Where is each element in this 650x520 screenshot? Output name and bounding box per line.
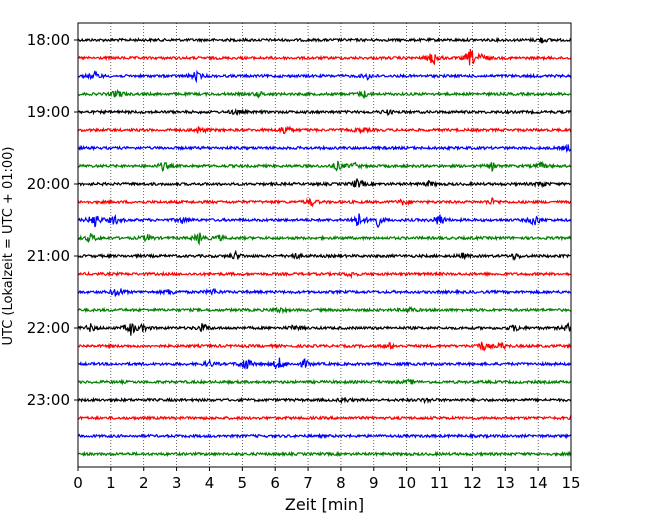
y-tick-label: 18:00 xyxy=(27,31,70,49)
y-tick-label: 23:00 xyxy=(27,391,70,409)
y-tick-label: 20:00 xyxy=(27,175,70,193)
trace-2345 xyxy=(77,450,572,458)
trace-1830 xyxy=(77,69,572,84)
x-tick-label: 7 xyxy=(303,474,313,492)
trace-2200 xyxy=(77,321,572,336)
trace-1930 xyxy=(77,143,572,153)
trace-2130 xyxy=(77,288,572,297)
x-tick-label: 14 xyxy=(529,474,548,492)
x-tick-label: 11 xyxy=(430,474,449,492)
x-tick-label: 3 xyxy=(172,474,182,492)
trace-1915 xyxy=(77,125,572,135)
x-tick-label: 13 xyxy=(496,474,515,492)
trace-1900 xyxy=(77,107,572,116)
y-axis-label: UTC (Lokalzeit = UTC + 01:00) xyxy=(1,147,16,346)
x-tick-label: 1 xyxy=(106,474,116,492)
x-tick-label: 6 xyxy=(270,474,280,492)
x-tick-label: 15 xyxy=(561,474,580,492)
trace-2230 xyxy=(77,357,572,370)
trace-1845 xyxy=(77,88,572,100)
trace-2045 xyxy=(77,232,572,246)
trace-1800 xyxy=(77,36,572,44)
x-axis: 0 1 2 3 4 5 6 7 8 9 10 11 12 13 14 15 xyxy=(73,467,581,492)
trace-2115 xyxy=(77,270,572,280)
x-tick-label: 12 xyxy=(463,474,482,492)
trace-group xyxy=(77,36,572,458)
y-tick-label: 22:00 xyxy=(27,319,70,337)
x-tick-label: 4 xyxy=(205,474,215,492)
trace-1945 xyxy=(77,160,572,173)
plot-frame xyxy=(77,22,572,468)
trace-2245 xyxy=(77,378,572,386)
x-tick-label: 0 xyxy=(73,474,83,492)
y-tick-label: 19:00 xyxy=(27,103,70,121)
y-tick-label: 21:00 xyxy=(27,247,70,265)
trace-2330 xyxy=(77,432,572,440)
trace-2215 xyxy=(77,341,572,352)
x-tick-label: 10 xyxy=(397,474,416,492)
trace-2015 xyxy=(77,197,572,208)
trace-2030 xyxy=(77,213,572,229)
trace-2315 xyxy=(77,414,572,422)
trace-2000 xyxy=(77,178,572,189)
x-tick-label: 2 xyxy=(139,474,149,492)
trace-1815 xyxy=(77,48,572,66)
y-axis: 18:00 19:00 20:00 21:00 22:00 23:00 xyxy=(27,31,78,409)
x-tick-label: 5 xyxy=(238,474,248,492)
x-axis-label: Zeit [min] xyxy=(285,495,364,514)
trace-2100 xyxy=(77,249,572,261)
trace-2300 xyxy=(77,396,572,405)
x-tick-label: 9 xyxy=(369,474,379,492)
x-tick-label: 8 xyxy=(336,474,346,492)
trace-2145 xyxy=(78,306,572,315)
